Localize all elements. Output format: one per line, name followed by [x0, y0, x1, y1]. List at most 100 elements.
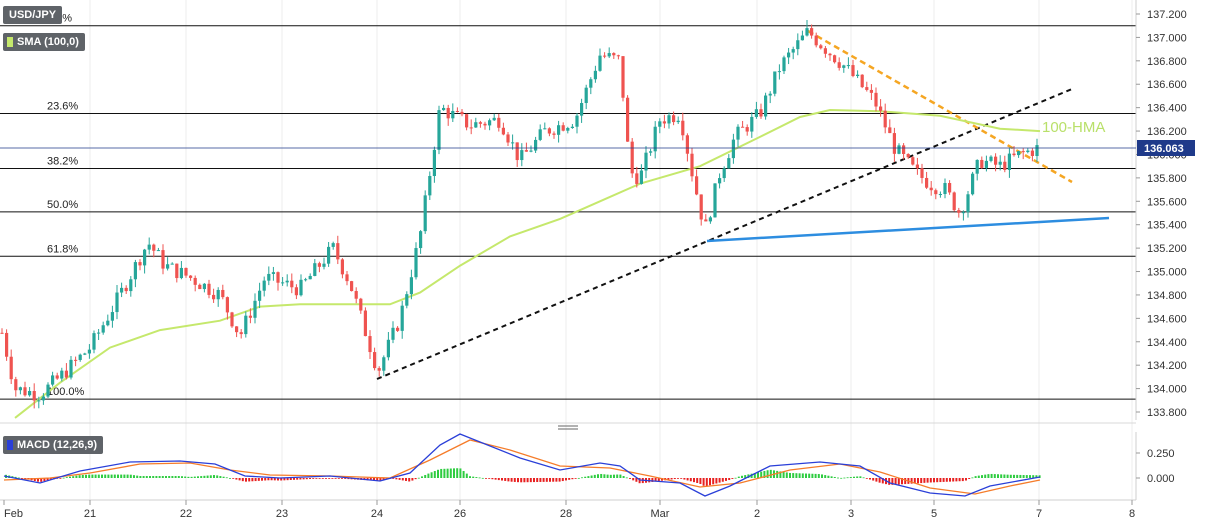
candle-body: [621, 56, 625, 98]
macd-hist-bar: [17, 477, 20, 479]
candle-body: [777, 71, 781, 73]
macd-hist-bar: [805, 473, 807, 478]
candle-body: [589, 79, 593, 88]
macd-hist-bar: [574, 478, 577, 479]
candle-body: [308, 275, 312, 280]
macd-hist-bar: [1022, 475, 1025, 478]
macd-hist-bar: [840, 477, 843, 479]
macd-hist-bar: [181, 476, 183, 478]
macd-hist-bar: [987, 474, 990, 478]
macd-hist-bar: [203, 475, 206, 478]
macd-hist-bar: [693, 478, 695, 483]
macd-hist-bar: [798, 473, 801, 478]
time-tick-label: 3: [848, 508, 854, 520]
candle-body: [120, 287, 124, 293]
candle-body: [55, 375, 59, 379]
candle-body: [1026, 150, 1030, 153]
macd-hist-bar: [654, 478, 657, 482]
candle-body: [18, 387, 22, 391]
candle-body: [699, 194, 703, 220]
macd-hist-bar: [891, 478, 894, 485]
macd-hist-bar: [174, 476, 177, 478]
macd-hist-bar: [475, 477, 478, 478]
macd-hist-bar: [299, 478, 302, 480]
macd-hist-bar: [37, 478, 39, 482]
macd-hist-bar: [952, 478, 955, 482]
macd-hist-bar: [584, 476, 587, 478]
macd-hist-bar: [414, 478, 417, 480]
candle-body: [166, 264, 170, 269]
macd-hist-bar: [126, 474, 129, 478]
macd-hist-bar: [14, 476, 17, 478]
macd-hist-bar: [552, 478, 555, 482]
macd-hist-bar: [248, 478, 251, 482]
macd-hist-bar: [763, 470, 766, 478]
macd-hist-bar: [376, 478, 379, 481]
candle-body: [340, 259, 344, 275]
macd-hist-bar: [712, 478, 715, 485]
macd-hist-bar: [219, 476, 222, 478]
macd-hist-bar: [968, 478, 971, 479]
candle-body: [823, 48, 827, 54]
macd-hist-bar: [504, 478, 507, 481]
candle-body: [97, 332, 101, 334]
macd-hist-bar: [789, 472, 791, 478]
candle-body: [529, 150, 533, 152]
macd-hist-bar: [417, 477, 420, 479]
macd-hist-bar: [1006, 474, 1009, 478]
sma-indicator-label[interactable]: SMA (100,0): [3, 33, 85, 51]
candle-body: [557, 125, 561, 135]
candle-body: [833, 55, 837, 63]
candle-body: [244, 315, 248, 335]
candle-body: [92, 333, 96, 350]
macd-hist-bar: [869, 478, 871, 480]
candle-body: [676, 120, 680, 123]
macd-hist-bar: [59, 478, 62, 479]
macd-hist-bar: [222, 476, 225, 478]
candle-body: [221, 289, 225, 298]
candle-body: [396, 327, 400, 331]
candle-body: [975, 159, 979, 174]
symbol-label[interactable]: USD/JPY: [3, 6, 63, 24]
candle-body: [1007, 153, 1011, 170]
candle-body: [791, 49, 795, 53]
candle-body: [961, 212, 965, 214]
macd-hist-bar: [69, 476, 71, 478]
macd-hist-bar: [257, 478, 260, 481]
time-tick-label: Mar: [651, 508, 670, 520]
macd-hist-bar: [75, 475, 78, 478]
candle-body: [170, 263, 174, 265]
macd-hist-bar: [1019, 474, 1022, 478]
macd-hist-bar: [107, 474, 110, 478]
macd-hist-bar: [459, 468, 462, 478]
macd-indicator-label[interactable]: MACD (12,26,9): [3, 436, 104, 454]
sma-indicator-text: SMA (100,0): [17, 36, 79, 48]
macd-hist-bar: [673, 478, 676, 480]
macd-hist-bar: [110, 474, 113, 478]
macd-hist-bar: [158, 476, 161, 478]
macd-hist-bar: [651, 478, 654, 482]
candle-body: [603, 55, 607, 57]
candle-body: [368, 336, 372, 353]
macd-hist-bar: [529, 478, 532, 483]
macd-hist-bar: [241, 478, 244, 482]
pane-resize-handle[interactable]: [558, 425, 578, 430]
macd-tick-label: 0.250: [1147, 448, 1175, 460]
macd-hist-bar: [277, 478, 279, 481]
macd-hist-bar: [766, 470, 769, 478]
macd-hist-bar: [635, 478, 638, 482]
macd-hist-bar: [795, 473, 798, 478]
candle-body: [262, 280, 266, 291]
macd-hist-bar: [369, 478, 372, 481]
macd-hist-bar: [379, 478, 382, 481]
macd-hist-bar: [465, 473, 468, 478]
time-tick-label: 28: [560, 508, 572, 520]
candle-body: [405, 294, 409, 306]
macd-hist-bar: [545, 478, 548, 482]
macd-hist-bar: [990, 473, 993, 478]
macd-hist-bar: [251, 478, 254, 482]
candle-body: [281, 282, 285, 284]
candle-body: [483, 123, 487, 126]
candle-body: [285, 280, 289, 283]
